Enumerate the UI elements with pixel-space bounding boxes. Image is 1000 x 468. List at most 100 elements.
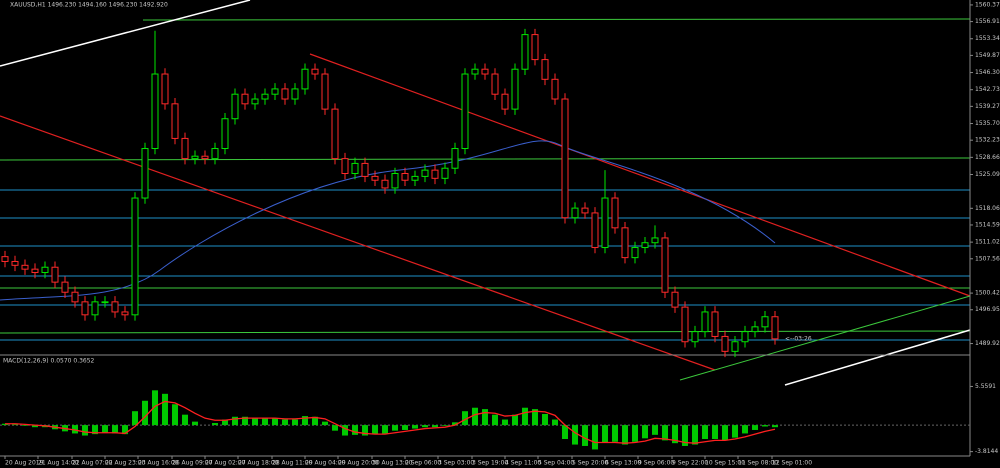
histogram-bar	[252, 418, 258, 426]
candle-body	[41, 266, 49, 274]
x-tick-label: 23 Aug 16:00	[138, 460, 179, 467]
candle-body	[141, 148, 149, 199]
x-tick-label: 26 Aug 09:00	[172, 460, 213, 467]
candle-body	[1, 256, 9, 262]
signal-line	[5, 400, 776, 444]
candle-body	[161, 73, 169, 105]
histogram-bar	[222, 419, 228, 426]
y-tick-label: 1525.095	[975, 171, 1000, 178]
histogram-bar	[332, 425, 338, 431]
candle-body	[281, 88, 289, 100]
y-tick-label: 1560.375	[975, 1, 1000, 8]
histogram-bar	[192, 421, 198, 426]
histogram-bar	[142, 400, 148, 426]
indicator-title: MACD(12,26,9) 0.0570 0.3652	[3, 358, 95, 365]
histogram-bar	[722, 425, 728, 441]
y-tick-label: 1556.910	[975, 18, 1000, 25]
candle-body	[11, 260, 19, 266]
candle-body	[741, 331, 749, 343]
x-tick-label: 9 Sep 22:00	[672, 460, 708, 467]
histogram-bar	[342, 425, 348, 436]
y-tick-label: -3.8144	[975, 448, 998, 455]
x-tick-label: 10 Sep 15:00	[705, 460, 745, 467]
trend-line	[0, 115, 716, 371]
x-tick-label: 2 Sep 06:00	[405, 460, 441, 467]
candle-body	[631, 247, 639, 259]
histogram-bar	[402, 425, 408, 430]
candle-body	[761, 316, 769, 328]
x-tick-label: 6 Sep 13:00	[605, 460, 641, 467]
histogram-bar	[132, 411, 138, 426]
histogram-bar	[212, 423, 218, 426]
x-tick-label: 20 Aug 2019	[5, 460, 44, 467]
candle-body	[451, 148, 459, 169]
level-line	[142, 18, 971, 21]
histogram-bar	[772, 425, 778, 428]
y-tick-label: 1535.700	[975, 120, 1000, 127]
histogram-bar	[362, 425, 368, 436]
histogram-bar	[752, 425, 758, 430]
histogram-bar	[562, 425, 568, 440]
candle-body	[201, 155, 209, 160]
candle-body	[491, 73, 499, 95]
candle-body	[701, 311, 709, 333]
candle-body	[311, 68, 319, 75]
histogram-bar	[532, 409, 538, 426]
candle-body	[301, 68, 309, 90]
histogram-bar	[92, 425, 98, 435]
histogram-bar	[32, 425, 38, 428]
histogram-bar	[482, 409, 488, 426]
candle-body	[351, 162, 359, 175]
candle-body	[111, 301, 119, 313]
candle-body	[121, 311, 129, 316]
candle-body	[511, 68, 519, 110]
x-tick-label: 27 Aug 18:00	[238, 460, 279, 467]
histogram-bar	[102, 425, 108, 433]
histogram-bar	[672, 425, 678, 444]
candle-body	[461, 73, 469, 150]
candle-body	[651, 237, 659, 244]
histogram-bar	[542, 413, 548, 426]
candle-body	[571, 207, 579, 219]
candle-body	[271, 88, 279, 95]
histogram-bar	[662, 425, 668, 441]
histogram-bar	[602, 425, 608, 443]
x-tick-label: 22 Aug 07:00	[72, 460, 113, 467]
y-tick-label: 1532.235	[975, 137, 1000, 144]
x-tick-label: 5 Sep 20:00	[572, 460, 608, 467]
histogram-bar	[692, 425, 698, 445]
candle-body	[501, 93, 509, 110]
candle-body	[211, 148, 219, 160]
candle-body	[601, 197, 609, 249]
chart-title: XAUUSD,H1 1496.230 1494.160 1496.230 149…	[10, 2, 168, 9]
histogram-bar	[112, 425, 118, 434]
candle-body	[581, 207, 589, 214]
candle-body	[221, 118, 229, 150]
candle-body	[51, 266, 59, 283]
histogram-bar	[382, 425, 388, 434]
histogram-bar	[502, 419, 508, 426]
y-tick-label: 5.5591	[975, 383, 996, 390]
y-tick-label: 1489.920	[975, 340, 1000, 347]
candle-body	[91, 301, 99, 316]
x-tick-label: 27 Aug 02:00	[205, 460, 246, 467]
histogram-bar	[472, 407, 478, 426]
candle-body	[771, 316, 779, 340]
x-tick-label: 3 Sep 19:00	[472, 460, 508, 467]
trend-line	[0, 0, 251, 67]
x-tick-label: 12 Sep 01:00	[772, 460, 812, 467]
histogram-bar	[232, 416, 238, 426]
trend-line	[679, 295, 971, 381]
candle-body	[441, 167, 449, 179]
candle-body	[541, 59, 549, 80]
histogram-bar	[292, 419, 298, 426]
histogram-bar	[622, 425, 628, 445]
x-tick-label: 5 Sep 04:00	[538, 460, 574, 467]
histogram-bar	[272, 418, 278, 426]
histogram-bar	[282, 419, 288, 426]
histogram-bar	[162, 393, 168, 426]
y-tick-label: 1496.955	[975, 306, 1000, 313]
histogram-bar	[612, 425, 618, 442]
candle-body	[691, 331, 699, 343]
y-tick-label: 1518.060	[975, 205, 1000, 212]
